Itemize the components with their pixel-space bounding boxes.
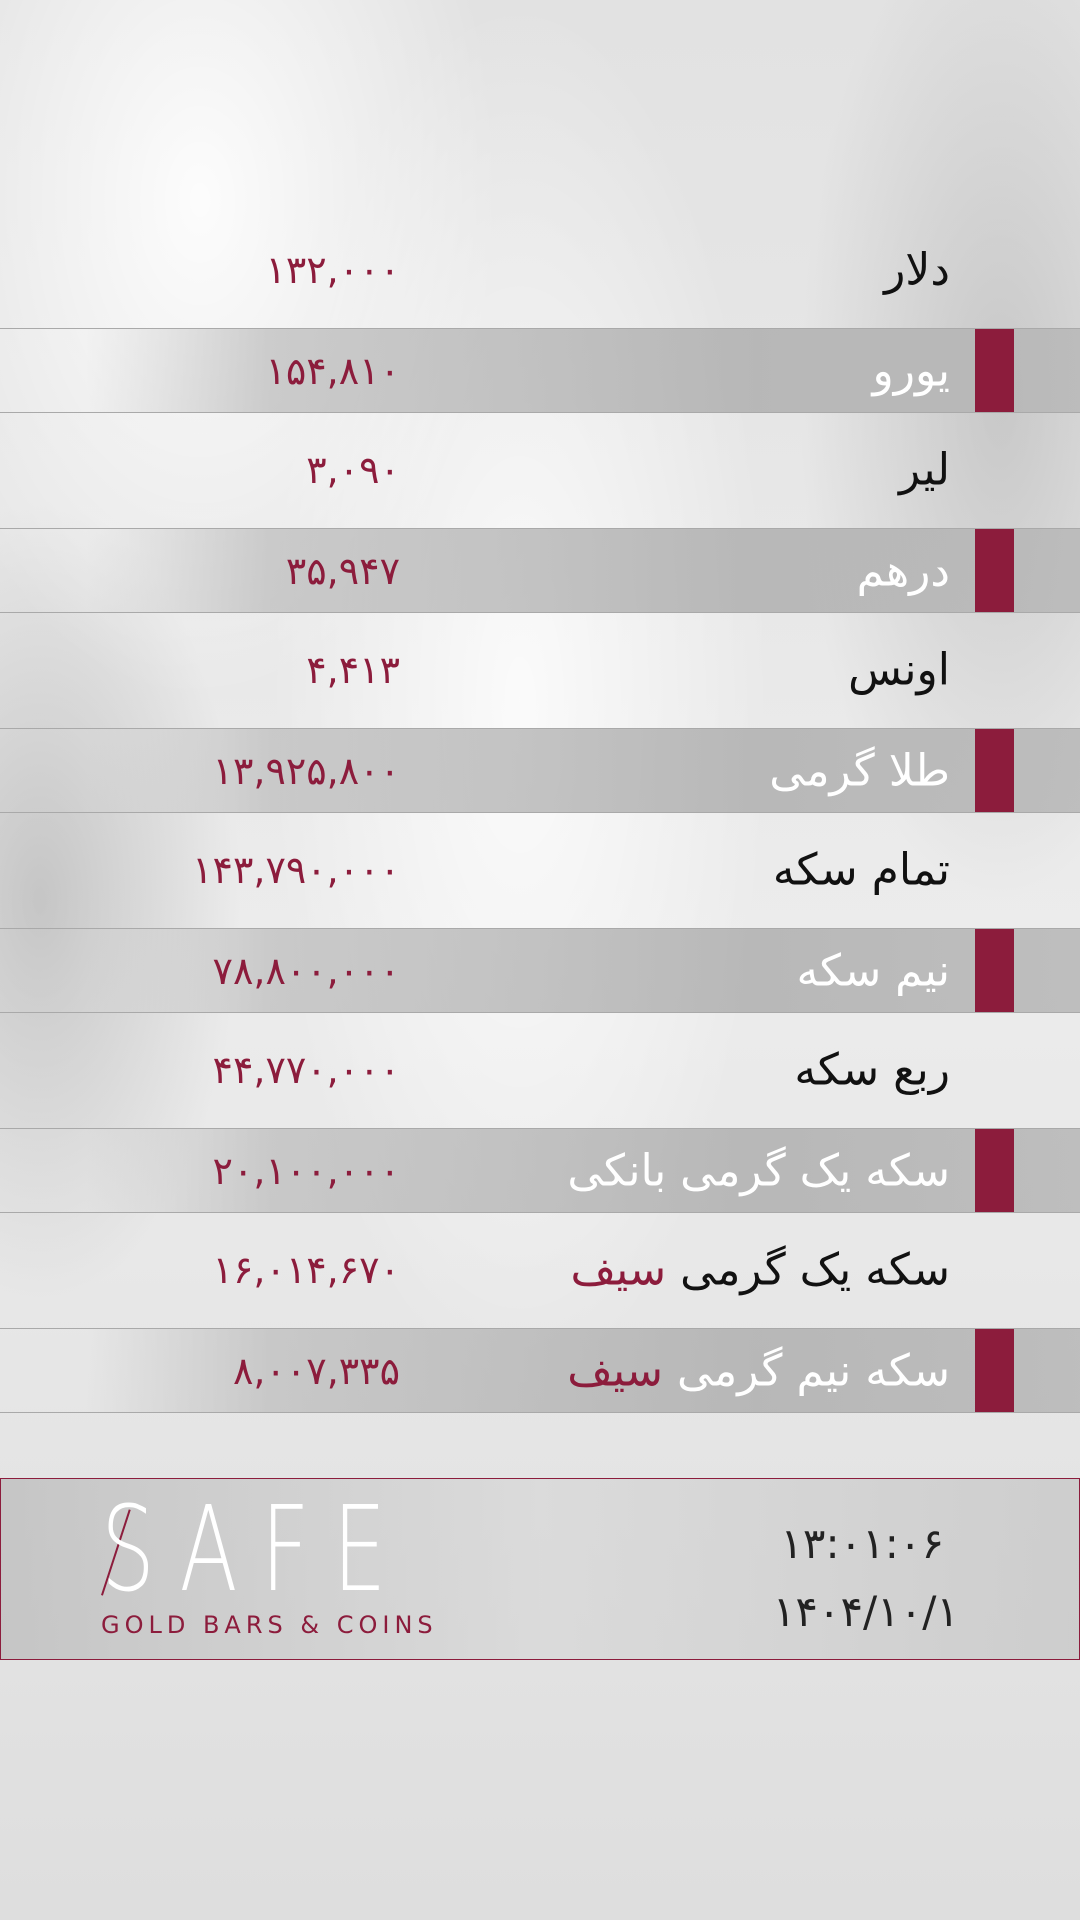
rate-label-text: سکه نیم گرمی	[676, 1345, 950, 1396]
safe-logo: SAFE GOLD BARS & COINS	[101, 1480, 529, 1639]
rate-value: ۱۶,۰۱۴,۶۷۰	[212, 1247, 400, 1292]
rate-label-text: درهم	[856, 545, 950, 596]
rate-label-text: اونس	[848, 644, 950, 695]
rate-label-text: طلا گرمی	[769, 745, 950, 796]
rate-label: اونس	[848, 644, 950, 695]
rate-label-text: نیم سکه	[796, 945, 950, 996]
rate-row: طلا گرمی ۱۳,۹۲۵,۸۰۰	[0, 728, 1080, 813]
rate-label: طلا گرمی	[769, 745, 950, 796]
rate-row: دلار ۱۳۲,۰۰۰	[0, 211, 1080, 328]
rate-label: نیم سکه	[796, 945, 950, 996]
rate-row: لیر ۳,۰۹۰	[0, 411, 1080, 528]
rate-value: ۳۵,۹۴۷	[285, 548, 400, 593]
rate-value: ۱۵۴,۸۱۰	[265, 348, 400, 393]
rate-row: درهم ۳۵,۹۴۷	[0, 528, 1080, 613]
row-accent-bar	[975, 929, 1014, 1012]
rate-label: سکه یک گرمی سیف	[570, 1244, 950, 1295]
rate-value: ۲۰,۱۰۰,۰۰۰	[212, 1148, 400, 1193]
row-accent-bar	[975, 1329, 1014, 1412]
rate-row: تمام سکه ۱۴۳,۷۹۰,۰۰۰	[0, 811, 1080, 928]
clock-date: ۱۴۰۴/۱۰/۱	[772, 1587, 959, 1636]
rate-label: لیر	[899, 444, 950, 495]
rate-row: ربع سکه ۴۴,۷۷۰,۰۰۰	[0, 1011, 1080, 1128]
rate-label-text: تمام سکه	[772, 844, 950, 895]
rate-label: ربع سکه	[794, 1044, 950, 1095]
rate-label-text: لیر	[899, 444, 950, 495]
rate-value: ۱۳۲,۰۰۰	[265, 247, 400, 292]
rate-value: ۴۴,۷۷۰,۰۰۰	[212, 1047, 400, 1092]
rate-value: ۴,۴۱۳	[306, 647, 400, 692]
rate-label-brand: سیف	[567, 1345, 663, 1396]
rate-value: ۱۳,۹۲۵,۸۰۰	[212, 748, 400, 793]
clock-time: ۱۳:۰۱:۰۶	[780, 1519, 944, 1568]
rate-value: ۷۸,۸۰۰,۰۰۰	[212, 948, 400, 993]
rate-label-text: ربع سکه	[794, 1044, 950, 1095]
rate-value: ۸,۰۰۷,۳۳۵	[232, 1348, 400, 1393]
rate-row: سکه یک گرمی سیف ۱۶,۰۱۴,۶۷۰	[0, 1211, 1080, 1328]
rate-value: ۱۴۳,۷۹۰,۰۰۰	[192, 847, 400, 892]
rate-label: یورو	[873, 345, 950, 396]
logo-wordmark: SAFE	[101, 1480, 410, 1618]
rate-row: اونس ۴,۴۱۳	[0, 611, 1080, 728]
rate-value: ۳,۰۹۰	[306, 447, 400, 492]
rate-label: سکه نیم گرمی سیف	[567, 1345, 950, 1396]
rate-label-text: دلار	[884, 244, 950, 295]
rate-label: دلار	[884, 244, 950, 295]
rate-label-brand: سیف	[570, 1244, 667, 1295]
rate-row: یورو ۱۵۴,۸۱۰	[0, 328, 1080, 413]
footer-bar: SAFE GOLD BARS & COINS ۱۳:۰۱:۰۶ ۱۴۰۴/۱۰/…	[0, 1478, 1080, 1660]
rate-row: نیم سکه ۷۸,۸۰۰,۰۰۰	[0, 928, 1080, 1013]
rate-label: تمام سکه	[773, 844, 950, 895]
rate-row: سکه نیم گرمی سیف ۸,۰۰۷,۳۳۵	[0, 1328, 1080, 1413]
logo-tagline: GOLD BARS & COINS	[101, 1611, 438, 1639]
rate-label-text: سکه یک گرمی بانکی	[567, 1145, 950, 1196]
row-accent-bar	[975, 1129, 1014, 1212]
rate-row: سکه یک گرمی بانکی ۲۰,۱۰۰,۰۰۰	[0, 1128, 1080, 1213]
rate-label-text: یورو	[872, 345, 950, 396]
row-accent-bar	[975, 729, 1014, 812]
row-accent-bar	[975, 529, 1014, 612]
rate-label-text: سکه یک گرمی	[680, 1244, 950, 1295]
row-accent-bar	[975, 329, 1014, 412]
rate-label: سکه یک گرمی بانکی	[567, 1145, 950, 1196]
rate-label: درهم	[857, 545, 950, 596]
